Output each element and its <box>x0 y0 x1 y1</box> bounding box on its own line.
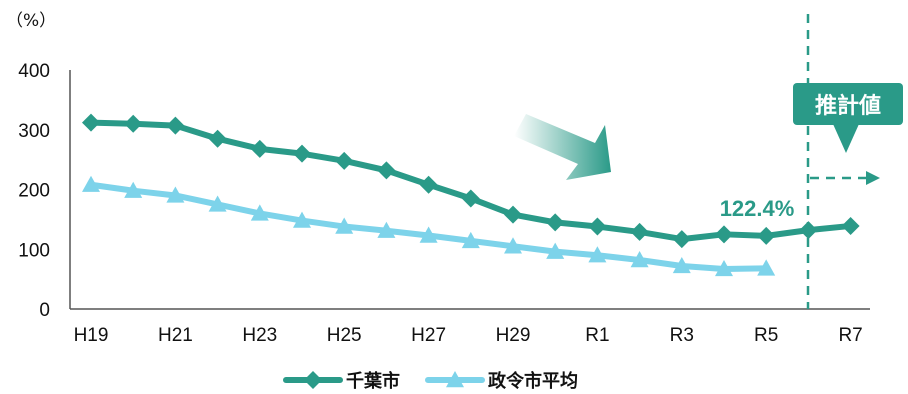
data-point <box>124 114 143 133</box>
data-point <box>588 246 607 263</box>
x-tick-label: R3 <box>670 325 694 346</box>
downward-trend-arrow-icon <box>514 114 611 180</box>
x-tick-label: H27 <box>411 325 446 346</box>
data-point <box>461 231 480 249</box>
data-point <box>208 195 227 212</box>
data-point <box>461 189 480 208</box>
data-point <box>715 225 733 244</box>
legend: 千葉市 政令市平均 <box>283 370 578 392</box>
legend-marker <box>304 371 322 389</box>
y-tick-label: 300 <box>18 121 50 142</box>
y-tick-label: 400 <box>18 61 50 82</box>
data-point <box>419 226 438 243</box>
data-point <box>124 181 143 198</box>
data-point <box>293 211 311 228</box>
data-point <box>588 217 607 236</box>
x-tick-label: R7 <box>838 325 862 346</box>
estimate-callout-pointer <box>833 124 859 153</box>
data-point <box>166 186 185 203</box>
x-tick-label: H25 <box>327 325 362 346</box>
y-tick-labels: 0 100 200 300 400 <box>18 61 50 321</box>
data-point <box>504 237 522 254</box>
legend-label: 政令市平均 <box>488 370 578 392</box>
data-point <box>504 205 522 224</box>
data-point <box>419 175 438 194</box>
data-point <box>672 256 691 274</box>
estimate-callout: 推計値 <box>793 83 903 153</box>
x-tick-label: H29 <box>496 325 531 346</box>
data-point <box>715 259 733 277</box>
x-tick-label: H23 <box>242 325 277 346</box>
data-point <box>82 175 100 192</box>
x-tick-label: H19 <box>74 325 109 346</box>
data-point <box>208 129 227 148</box>
legend-marker <box>446 371 464 388</box>
data-point <box>630 222 649 241</box>
y-axis-unit: （%） <box>6 11 56 31</box>
latest-value-label: 122.4% <box>720 196 795 221</box>
axes <box>69 70 870 310</box>
data-point <box>841 216 860 235</box>
legend-label: 千葉市 <box>346 370 400 392</box>
data-point <box>335 151 354 170</box>
data-point <box>546 242 565 259</box>
series-layer <box>82 113 860 277</box>
y-tick-label: 0 <box>39 300 50 321</box>
data-point <box>672 230 691 249</box>
estimate-callout-text: 推計値 <box>815 93 881 119</box>
y-tick-label: 100 <box>18 240 50 261</box>
data-point <box>250 139 269 158</box>
data-point <box>799 221 818 240</box>
data-point <box>377 161 396 180</box>
data-point <box>293 144 311 163</box>
data-point <box>757 259 776 276</box>
estimate-callout-box <box>793 83 903 125</box>
x-tick-label: R1 <box>585 325 609 346</box>
x-tick-label: R5 <box>754 325 778 346</box>
series-line <box>88 119 854 243</box>
data-point <box>630 251 649 268</box>
data-point <box>377 221 396 238</box>
data-point <box>546 213 565 232</box>
data-point <box>757 226 776 245</box>
estimate-arrow-head <box>866 171 880 185</box>
data-point <box>335 217 354 234</box>
data-point <box>250 204 269 221</box>
data-point <box>166 116 185 135</box>
data-point <box>82 113 100 132</box>
x-tick-labels: H19 H21 H23 H25 H27 H29 R1 R3 R5 R7 <box>74 325 863 346</box>
x-tick-label: H21 <box>158 325 193 346</box>
y-tick-label: 200 <box>18 181 50 202</box>
